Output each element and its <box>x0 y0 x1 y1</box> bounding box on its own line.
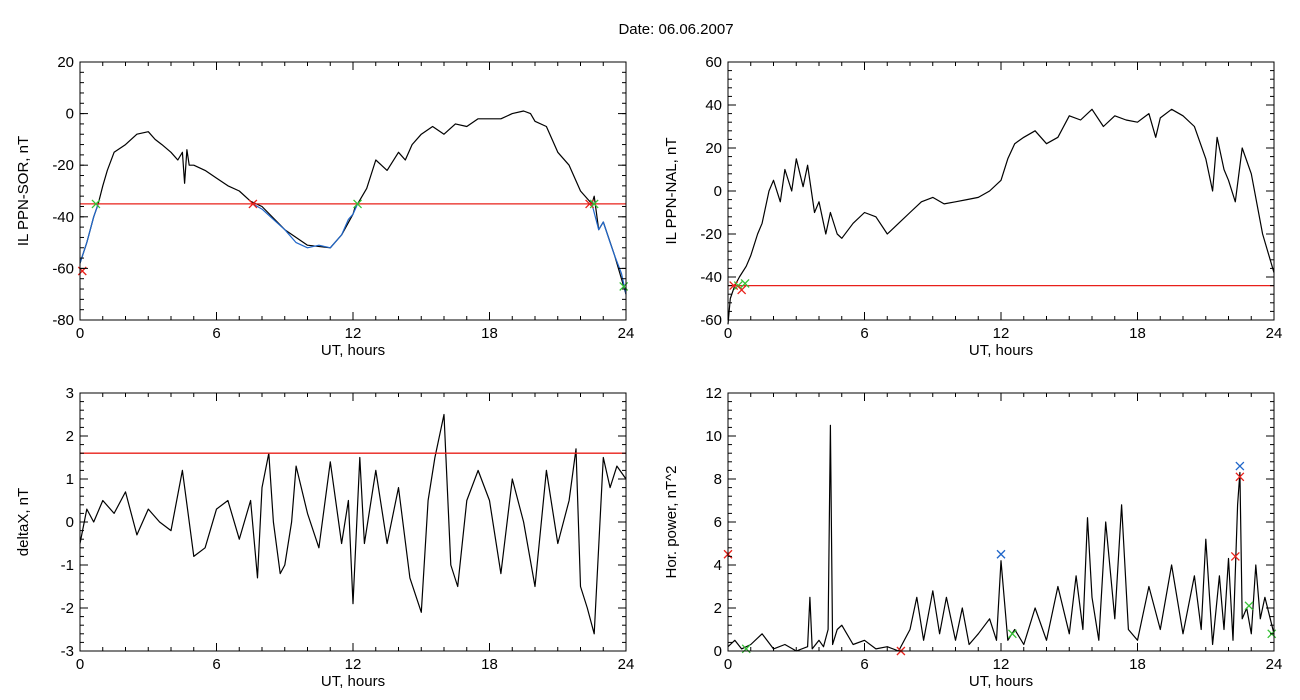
x-axis-label: UT, hours <box>321 342 385 359</box>
cross-marker <box>589 199 599 209</box>
cross-marker-stroke <box>353 199 363 209</box>
y-tick-label: -80 <box>52 312 74 329</box>
chart-panel-top-right: 0 6 12 18 24 -60 -40 -20 0 20 40 60 UT, hours IL PPN-… <box>663 54 1282 359</box>
cross-marker <box>737 285 747 295</box>
series-line-0 <box>727 108 1275 325</box>
plot-frame <box>79 392 627 652</box>
x-tick-label: 18 <box>481 656 498 673</box>
series-line-1 <box>79 203 99 264</box>
cross-marker-stroke <box>1230 551 1240 561</box>
y-axis-label: deltaX, nT <box>15 488 32 556</box>
plot-frame <box>727 392 1275 652</box>
cross-marker <box>91 199 101 209</box>
cross-marker <box>1235 461 1245 471</box>
cross-marker <box>741 644 751 654</box>
series-line-0 <box>79 413 627 635</box>
cross-marker-stroke <box>1244 601 1254 611</box>
series-line-3 <box>591 203 627 295</box>
y-tick-label: -20 <box>52 157 74 174</box>
cross-marker <box>996 549 1006 559</box>
x-tick-label: 24 <box>1266 656 1283 673</box>
y-tick-label: -60 <box>700 312 722 329</box>
chart-panel-top-left: 0 6 12 18 24 -80 -60 -40 -20 0 20 UT, hours IL PPN-S… <box>15 54 634 359</box>
x-tick-label: 6 <box>860 656 868 673</box>
y-tick-label: 8 <box>714 471 722 488</box>
y-tick-label: 4 <box>714 557 722 574</box>
y-tick-label: 0 <box>66 514 74 531</box>
x-tick-label: 0 <box>76 325 84 342</box>
y-tick-label: 60 <box>705 54 722 71</box>
y-axis-label: IL PPN-NAL, nT <box>663 138 680 245</box>
y-tick-label: 40 <box>705 97 722 114</box>
x-tick-label: 6 <box>860 325 868 342</box>
cross-marker-stroke <box>91 199 101 209</box>
cross-marker-stroke <box>248 199 258 209</box>
y-tick-label: -60 <box>52 260 74 277</box>
x-tick-label: 6 <box>212 656 220 673</box>
y-tick-label: -20 <box>700 226 722 243</box>
cross-marker-stroke <box>1235 461 1245 471</box>
cross-marker <box>1230 551 1240 561</box>
y-tick-label: 3 <box>66 385 74 402</box>
cross-marker-stroke <box>741 644 751 654</box>
cross-marker-stroke <box>737 285 747 295</box>
y-tick-label: -3 <box>61 643 74 660</box>
plot-frame <box>727 61 1275 321</box>
x-tick-label: 0 <box>724 325 732 342</box>
cross-marker-stroke <box>740 278 750 288</box>
y-tick-label: -1 <box>61 557 74 574</box>
x-axis-label: UT, hours <box>321 673 385 690</box>
y-tick-label: 12 <box>705 385 722 402</box>
series-line-2 <box>252 203 359 249</box>
y-tick-label: -2 <box>61 600 74 617</box>
y-axis-label: IL PPN-SOR, nT <box>15 136 32 246</box>
y-tick-label: 2 <box>714 600 722 617</box>
x-tick-label: 24 <box>618 656 635 673</box>
series-line-0 <box>727 424 1275 652</box>
x-tick-label: 6 <box>212 325 220 342</box>
cross-marker-stroke <box>1007 629 1017 639</box>
x-tick-label: 24 <box>1266 325 1283 342</box>
x-tick-label: 12 <box>345 325 362 342</box>
x-tick-label: 12 <box>993 325 1010 342</box>
x-tick-label: 0 <box>724 656 732 673</box>
x-axis-label: UT, hours <box>969 342 1033 359</box>
x-axis-label: UT, hours <box>969 673 1033 690</box>
cross-marker-stroke <box>996 549 1006 559</box>
y-tick-label: 20 <box>57 54 74 71</box>
y-tick-label: -40 <box>52 209 74 226</box>
y-tick-label: 6 <box>714 514 722 531</box>
x-tick-label: 18 <box>1129 325 1146 342</box>
y-tick-label: 0 <box>66 106 74 123</box>
series-line-0 <box>79 110 627 295</box>
x-tick-label: 0 <box>76 656 84 673</box>
y-tick-label: 20 <box>705 140 722 157</box>
y-tick-label: 10 <box>705 428 722 445</box>
cross-marker <box>1244 601 1254 611</box>
cross-marker-stroke <box>1235 472 1245 482</box>
y-tick-label: 1 <box>66 471 74 488</box>
x-tick-label: 12 <box>993 656 1010 673</box>
x-tick-label: 18 <box>481 325 498 342</box>
cross-marker <box>740 278 750 288</box>
figure-title: Date: 06.06.2007 <box>618 21 733 38</box>
cross-marker <box>1235 472 1245 482</box>
x-tick-label: 12 <box>345 656 362 673</box>
y-tick-label: 2 <box>66 428 74 445</box>
cross-marker <box>1007 629 1017 639</box>
x-tick-label: 24 <box>618 325 635 342</box>
cross-marker-stroke <box>589 199 599 209</box>
y-tick-label: 0 <box>714 643 722 660</box>
y-tick-label: 0 <box>714 183 722 200</box>
cross-marker <box>353 199 363 209</box>
x-tick-label: 18 <box>1129 656 1146 673</box>
y-axis-label: Hor. power, nT^2 <box>663 466 680 579</box>
cross-marker <box>248 199 258 209</box>
y-tick-label: -40 <box>700 269 722 286</box>
plot-frame <box>79 61 627 321</box>
